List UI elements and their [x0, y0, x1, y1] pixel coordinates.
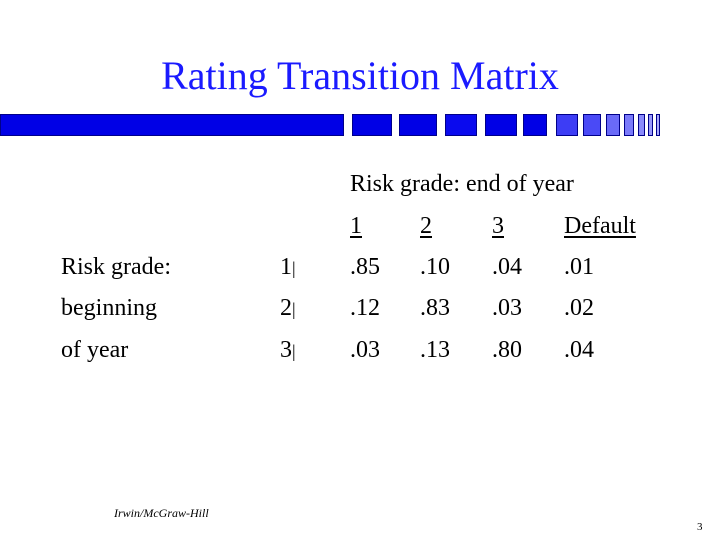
bar-segment: [485, 114, 517, 136]
cell-2-3: .03: [492, 295, 522, 321]
bar-segment: [445, 114, 477, 136]
row-label-line-2: beginning: [61, 295, 157, 321]
bar-segment: [399, 114, 437, 136]
slide-title: Rating Transition Matrix: [161, 53, 559, 98]
row-label-line-1: Risk grade:: [61, 254, 171, 280]
cell-2-2: .83: [420, 295, 450, 321]
cell-1-2: .10: [420, 254, 450, 280]
column-header-2: 2: [420, 213, 432, 239]
bar-segment: [583, 114, 601, 136]
cell-2-1: .12: [350, 295, 380, 321]
page-number: 3: [697, 521, 703, 533]
row-grade-3: 3|: [280, 337, 296, 363]
cell-1-1: .85: [350, 254, 380, 280]
cell-3-2: .13: [420, 337, 450, 363]
bar-segment: [606, 114, 620, 136]
row-label-line-3: of year: [61, 337, 129, 363]
cell-3-default: .04: [564, 337, 594, 363]
bar-segment: [656, 114, 660, 136]
bar-segment: [624, 114, 634, 136]
bar-segment: [0, 114, 344, 136]
cell-1-default: .01: [564, 254, 594, 280]
cell-3-3: .80: [492, 337, 522, 363]
bar-segment: [648, 114, 653, 136]
column-header-default: Default: [564, 213, 636, 239]
cell-3-1: .03: [350, 337, 380, 363]
column-header-1: 1: [350, 213, 362, 239]
table-super-header: Risk grade: end of year: [350, 171, 574, 197]
cell-1-3: .04: [492, 254, 522, 280]
footer-publisher: Irwin/McGraw-Hill: [114, 506, 209, 520]
bar-segment: [556, 114, 578, 136]
row-grade-1: 1|: [280, 254, 296, 280]
bar-segment: [638, 114, 645, 136]
cell-2-default: .02: [564, 295, 594, 321]
column-header-3: 3: [492, 213, 504, 239]
row-grade-2: 2|: [280, 295, 296, 321]
bar-segment: [523, 114, 547, 136]
bar-segment: [352, 114, 392, 136]
